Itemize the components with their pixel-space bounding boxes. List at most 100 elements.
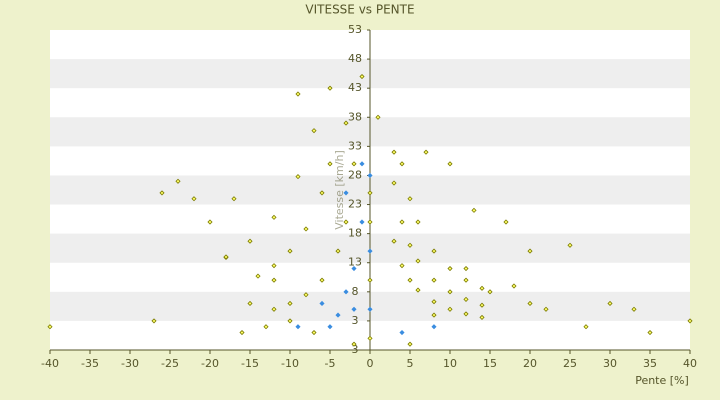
data-point [271, 263, 277, 269]
data-point [479, 302, 485, 308]
x-tick-label: 30 [603, 357, 617, 370]
x-tick-label: -10 [281, 357, 299, 370]
data-point [311, 128, 317, 134]
x-tick-label: 20 [523, 357, 537, 370]
data-point [447, 265, 453, 272]
data-point [207, 219, 213, 225]
data-point [391, 149, 397, 155]
data-point [631, 306, 637, 312]
x-tick-label: -30 [121, 357, 139, 370]
x-tick-label: 10 [443, 357, 457, 370]
data-point [391, 238, 397, 244]
data-point [463, 311, 469, 317]
data-point [151, 318, 157, 324]
y-tick-label: 33 [348, 139, 362, 152]
data-point [271, 214, 277, 220]
data-point [359, 161, 365, 167]
data-point [159, 190, 165, 196]
x-tick-label: 15 [483, 357, 497, 370]
data-point [423, 149, 429, 155]
data-point [367, 277, 373, 283]
data-point [527, 300, 533, 307]
y-tick-label: 48 [348, 52, 362, 65]
data-point [567, 242, 573, 248]
data-point [351, 161, 357, 167]
data-point [319, 277, 325, 283]
chart-title: VITESSE vs PENTE [305, 3, 414, 17]
data-point [415, 287, 421, 293]
data-point [687, 318, 693, 324]
x-tick-label: -35 [81, 357, 99, 370]
x-tick-label: -25 [161, 357, 179, 370]
data-point [327, 161, 333, 167]
data-point [239, 329, 245, 336]
data-point [399, 219, 405, 225]
y-tick-label: 3 [352, 343, 359, 356]
y-tick-label: 13 [348, 256, 362, 269]
data-point [399, 329, 405, 336]
data-point [407, 196, 413, 202]
data-point [359, 73, 365, 80]
data-point [543, 306, 549, 312]
data-point [527, 248, 533, 254]
data-point [295, 91, 301, 97]
data-point [463, 265, 469, 272]
data-point [255, 273, 261, 279]
data-point [431, 299, 437, 305]
data-point [479, 314, 485, 320]
data-point [367, 248, 373, 254]
data-point [303, 292, 309, 298]
data-point [503, 219, 509, 225]
x-tick-label: -5 [325, 357, 336, 370]
y-axis-label: Vitesse [km/h] [333, 150, 346, 230]
y-tick-label: 18 [348, 227, 362, 240]
data-point [447, 306, 453, 312]
data-point [319, 300, 325, 307]
data-point [327, 324, 333, 330]
data-point [287, 318, 293, 324]
data-point [431, 312, 437, 318]
data-point [415, 258, 421, 264]
data-point [271, 306, 277, 312]
data-point [335, 312, 341, 318]
y-tick-label: 28 [348, 168, 362, 181]
data-point [367, 172, 373, 179]
data-point [415, 219, 421, 225]
data-point [375, 114, 381, 120]
data-point [351, 265, 357, 272]
x-tick-label: 0 [367, 357, 374, 370]
data-point [343, 289, 349, 295]
data-point [191, 196, 197, 202]
data-point [407, 341, 413, 347]
x-tick-label: -15 [241, 357, 259, 370]
y-tick-label: 53 [348, 23, 362, 36]
data-point [471, 207, 477, 213]
data-point [447, 289, 453, 295]
data-point [511, 283, 517, 289]
data-point [271, 277, 277, 283]
data-point [319, 190, 325, 196]
data-point [407, 277, 413, 283]
data-point [367, 190, 373, 196]
data-point [327, 85, 333, 91]
x-tick-label: 5 [407, 357, 414, 370]
y-tick-label: 43 [348, 81, 362, 94]
data-point [463, 277, 469, 283]
data-point [447, 161, 453, 167]
x-tick-label: 35 [643, 357, 657, 370]
data-point [431, 324, 437, 330]
data-point [295, 174, 301, 180]
data-point [303, 226, 309, 232]
x-tick-label: 25 [563, 357, 577, 370]
data-point [479, 285, 485, 291]
data-point [295, 324, 301, 330]
data-point [399, 161, 405, 167]
data-point [367, 335, 373, 341]
data-point [47, 324, 53, 330]
data-point [607, 300, 613, 307]
data-point [647, 329, 653, 336]
data-point [343, 190, 349, 196]
data-point [359, 219, 365, 225]
data-point [287, 300, 293, 307]
